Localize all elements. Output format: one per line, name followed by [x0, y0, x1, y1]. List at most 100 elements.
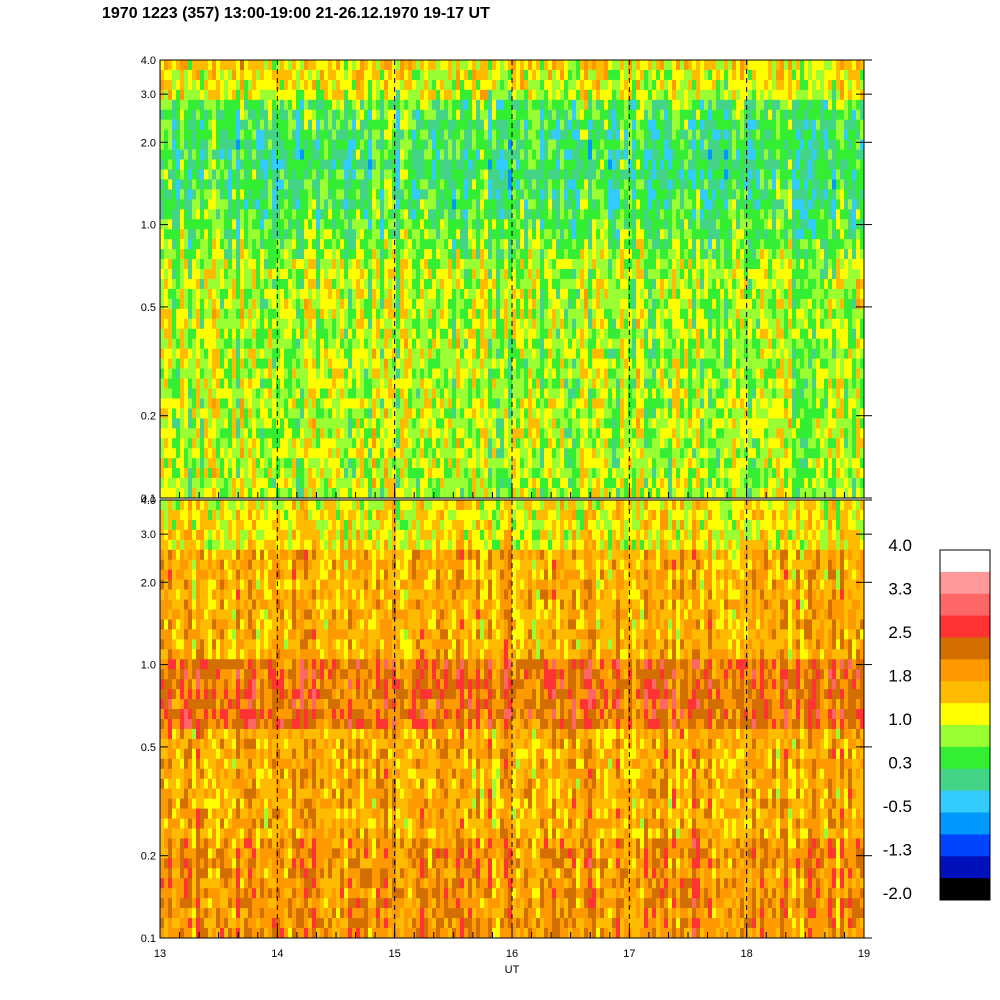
heat-cell	[348, 349, 352, 359]
heat-cell	[332, 70, 336, 80]
heat-cell	[196, 219, 200, 229]
heat-cell	[516, 329, 520, 339]
heat-cell	[600, 408, 604, 418]
heat-cell	[560, 140, 564, 150]
heat-cell	[504, 249, 508, 259]
heat-cell	[228, 189, 232, 199]
heat-cell	[528, 289, 532, 299]
heat-cell	[520, 369, 524, 379]
heat-cell	[520, 209, 524, 219]
heat-cell	[280, 428, 284, 438]
heat-cell	[324, 100, 328, 110]
heat-cell	[464, 349, 468, 359]
heat-cell	[164, 110, 168, 120]
heat-cell	[424, 269, 428, 279]
heat-cell	[168, 140, 172, 150]
heat-cell	[400, 199, 404, 209]
heat-cell	[540, 160, 544, 170]
heat-cell	[352, 379, 356, 389]
heat-cell	[444, 438, 448, 448]
heat-cell	[208, 309, 212, 319]
heat-cell	[188, 209, 192, 219]
heat-cell	[496, 199, 500, 209]
heat-cell	[404, 408, 408, 418]
heat-cell	[580, 90, 584, 100]
heat-cell	[516, 150, 520, 160]
heat-cell	[520, 279, 524, 289]
heat-cell	[204, 379, 208, 389]
heat-cell	[164, 140, 168, 150]
heat-cell	[460, 438, 464, 448]
heat-cell	[288, 389, 292, 399]
heat-cell	[588, 438, 592, 448]
heat-cell	[256, 199, 260, 209]
heat-cell	[460, 329, 464, 339]
heat-cell	[240, 229, 244, 239]
heat-cell	[556, 309, 560, 319]
heat-cell	[388, 199, 392, 209]
heat-cell	[160, 140, 164, 150]
heat-cell	[252, 80, 256, 90]
heat-cell	[568, 299, 572, 309]
heat-cell	[204, 448, 208, 458]
heat-cell	[548, 160, 552, 170]
heat-cell	[368, 120, 372, 130]
heat-cell	[328, 428, 332, 438]
heat-cell	[488, 70, 492, 80]
heat-cell	[420, 398, 424, 408]
heat-cell	[320, 150, 324, 160]
heat-cell	[420, 60, 424, 70]
heat-cell	[516, 369, 520, 379]
heat-cell	[412, 428, 416, 438]
heat-cell	[204, 120, 208, 130]
heat-cell	[372, 488, 376, 498]
heat-cell	[568, 209, 572, 219]
heat-cell	[396, 199, 400, 209]
heat-cell	[548, 408, 552, 418]
heat-cell	[464, 249, 468, 259]
heat-cell	[520, 110, 524, 120]
heat-cell	[316, 160, 320, 170]
heat-cell	[352, 80, 356, 90]
heat-cell	[440, 150, 444, 160]
heat-cell	[252, 199, 256, 209]
heat-cell	[212, 359, 216, 369]
heat-cell	[180, 279, 184, 289]
heat-cell	[220, 120, 224, 130]
heat-cell	[192, 219, 196, 229]
heat-cell	[284, 199, 288, 209]
heat-cell	[580, 339, 584, 349]
heat-cell	[440, 120, 444, 130]
heat-cell	[564, 249, 568, 259]
heat-cell	[368, 100, 372, 110]
heat-cell	[528, 309, 532, 319]
heat-cell	[564, 209, 568, 219]
heat-cell	[456, 389, 460, 399]
heat-cell	[604, 478, 608, 488]
heat-cell	[488, 389, 492, 399]
heat-cell	[500, 80, 504, 90]
heat-cell	[476, 418, 480, 428]
heat-cell	[308, 229, 312, 239]
heat-cell	[244, 80, 248, 90]
heat-cell	[548, 110, 552, 120]
heat-cell	[440, 130, 444, 140]
heat-cell	[428, 130, 432, 140]
heat-cell	[420, 488, 424, 498]
heat-cell	[504, 299, 508, 309]
heat-cell	[284, 269, 288, 279]
heat-cell	[512, 418, 516, 428]
heat-cell	[580, 239, 584, 249]
heat-cell	[300, 150, 304, 160]
heat-cell	[276, 448, 280, 458]
heat-cell	[460, 478, 464, 488]
heat-cell	[488, 110, 492, 120]
heat-cell	[196, 120, 200, 130]
heat-cell	[340, 209, 344, 219]
heat-cell	[248, 100, 252, 110]
heat-cell	[376, 458, 380, 468]
heat-cell	[260, 110, 264, 120]
heat-cell	[256, 398, 260, 408]
heat-cell	[260, 179, 264, 189]
heat-cell	[260, 259, 264, 269]
